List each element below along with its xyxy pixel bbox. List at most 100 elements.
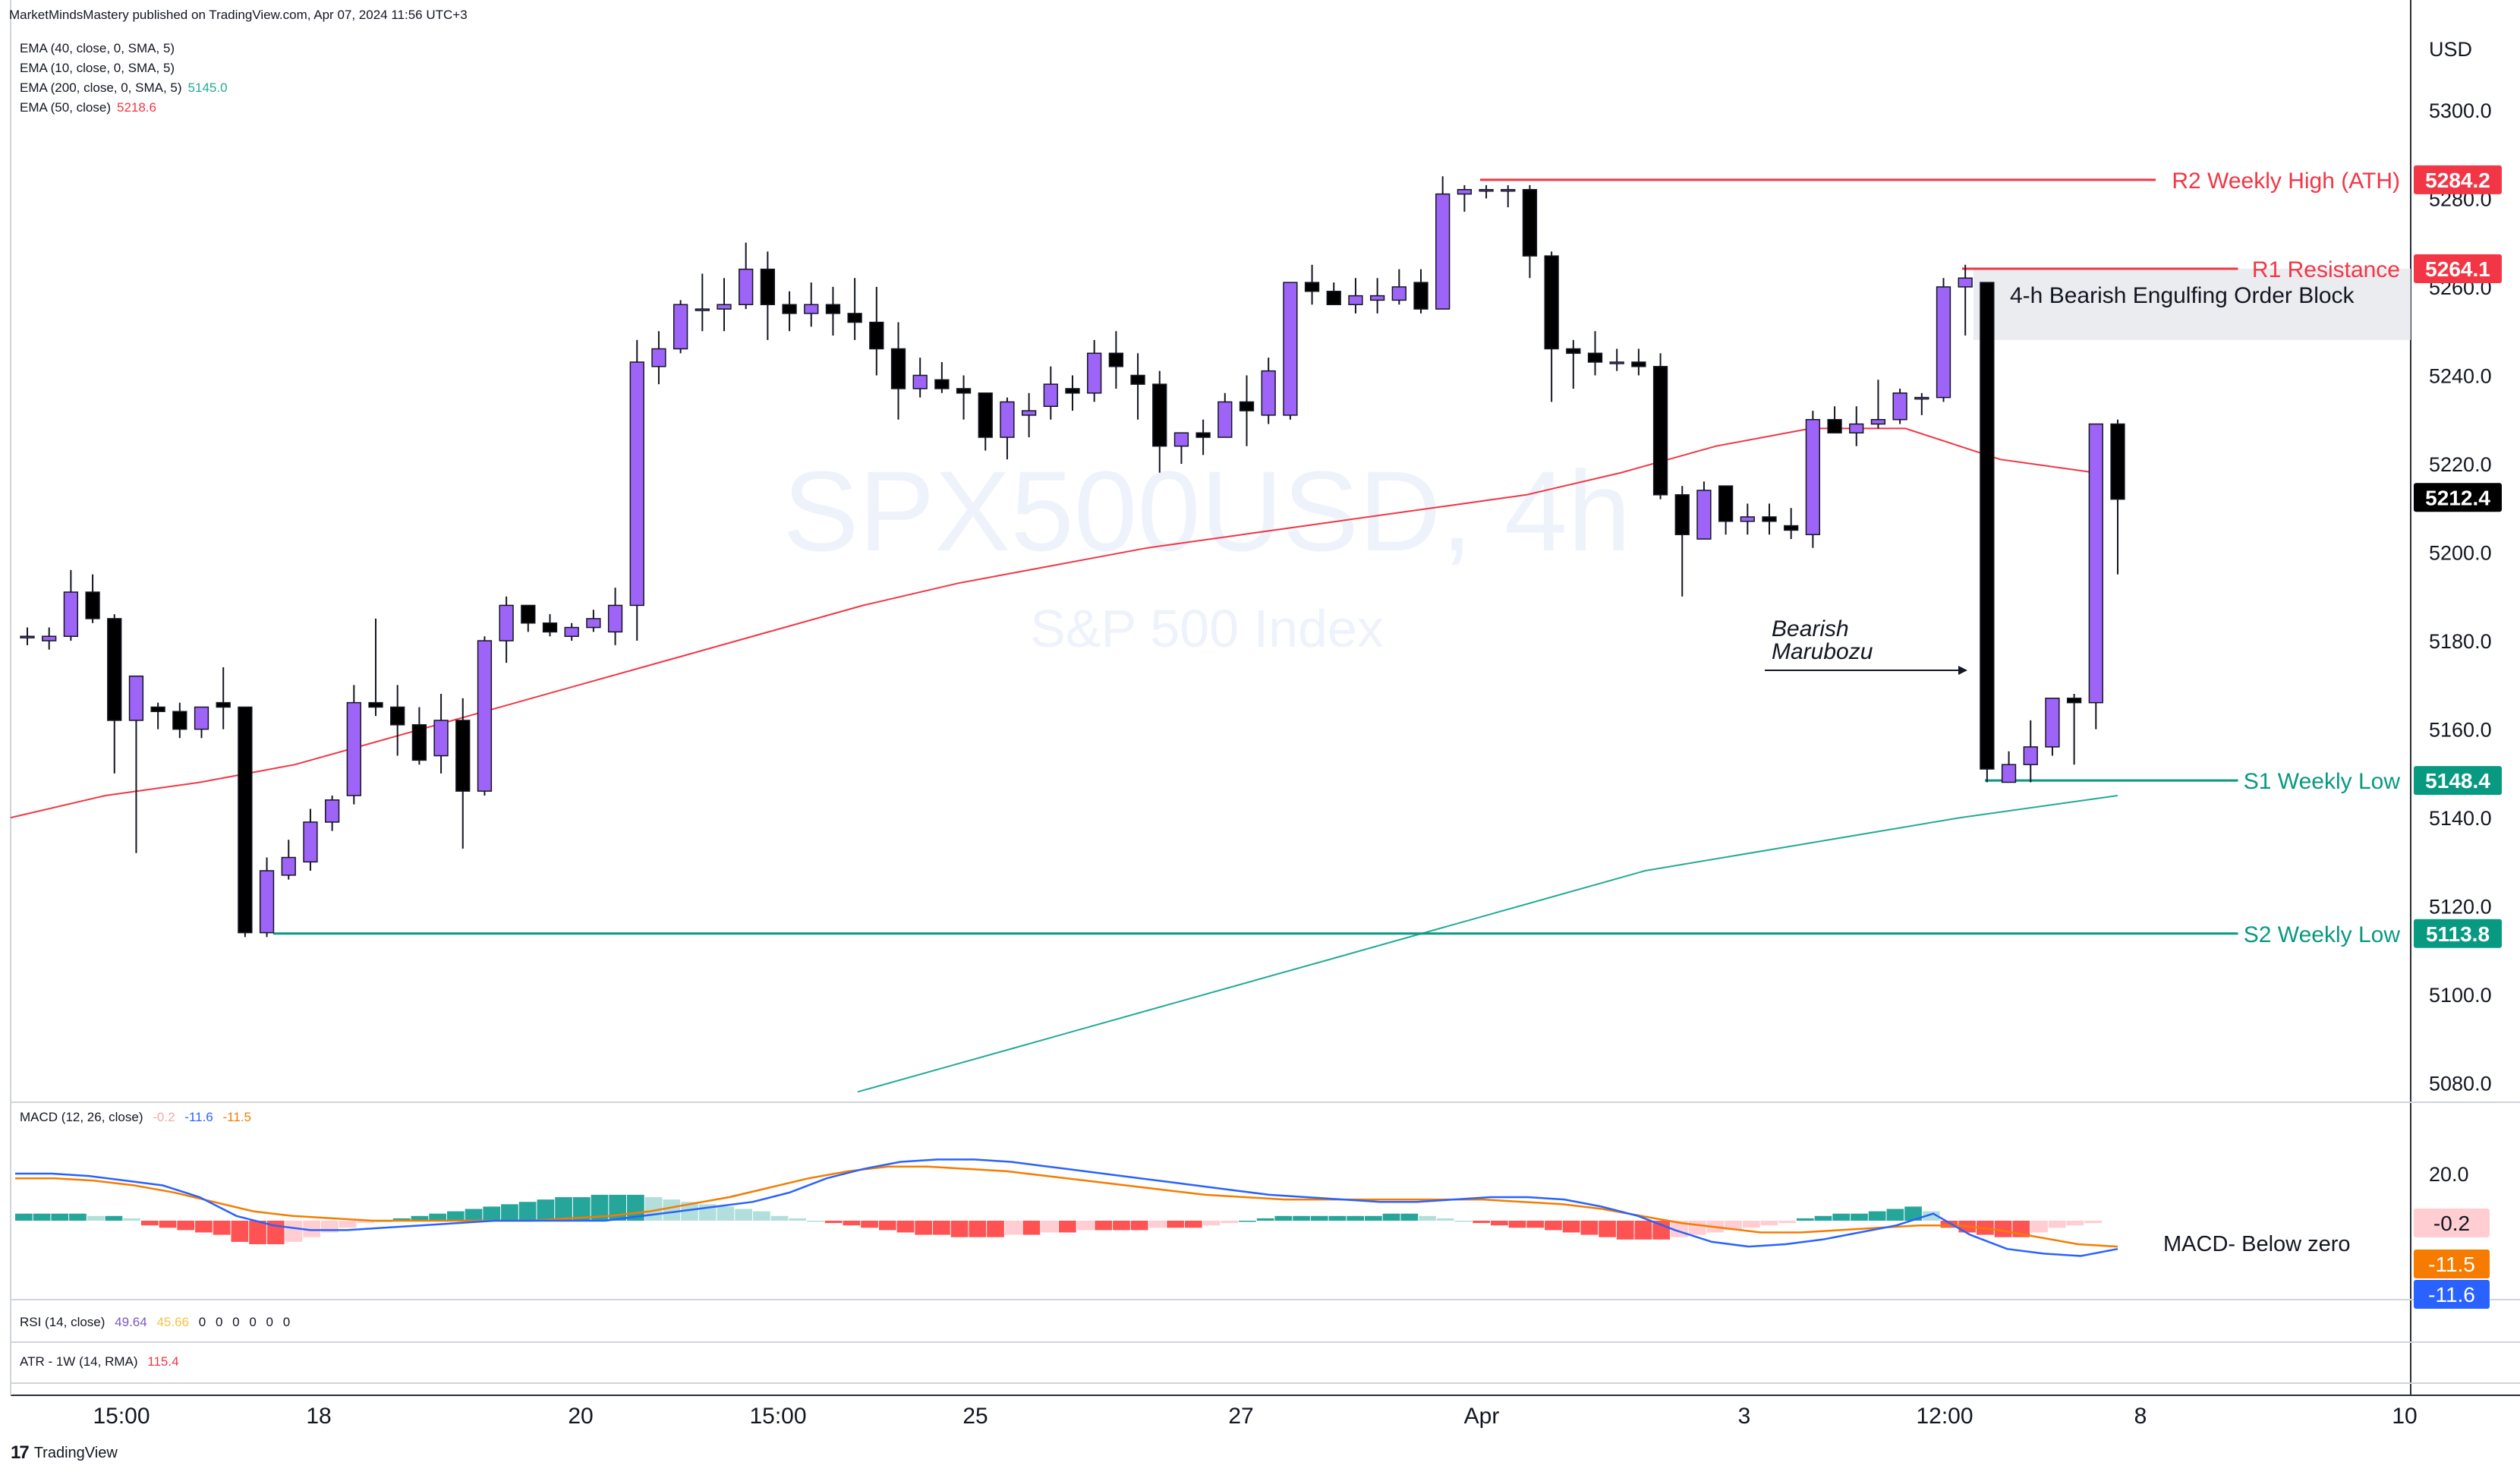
macd-histogram-bar xyxy=(789,1218,807,1221)
macd-histogram-bar xyxy=(213,1221,231,1235)
macd-histogram-bar xyxy=(843,1221,861,1226)
indicator-ema-10[interactable]: EMA (10, close, 0, SMA, 5) xyxy=(20,61,175,76)
indicator-value: 5145.0 xyxy=(187,80,228,95)
candles-group xyxy=(20,176,2125,938)
macd-histogram-bar xyxy=(159,1221,177,1228)
candle-body xyxy=(717,304,732,310)
macd-histogram-bar xyxy=(2084,1221,2102,1224)
candle-body xyxy=(1914,396,1929,400)
macd-histogram-bar xyxy=(537,1199,555,1221)
footer-brand[interactable]: 17 TradingView xyxy=(11,1442,118,1464)
candle-body xyxy=(1544,255,1559,350)
currency-label: USD xyxy=(2429,38,2472,61)
macd-histogram-bar xyxy=(572,1197,591,1221)
candle-body xyxy=(324,799,340,823)
macd-histogram-bar xyxy=(1419,1215,1436,1221)
macd-histogram-bar xyxy=(1148,1221,1167,1228)
macd-histogram-bar xyxy=(285,1221,303,1242)
macd-histogram-bar xyxy=(1616,1221,1634,1240)
indicator-ema-40[interactable]: EMA (40, close, 0, SMA, 5) xyxy=(20,41,175,56)
ema-200-line xyxy=(857,795,2118,1093)
atr-legend[interactable]: ATR - 1W (14, RMA) 115.4 xyxy=(20,1354,179,1369)
rsi-legend[interactable]: RSI (14, close) 49.64 45.66 0 0 0 0 0 0 xyxy=(20,1315,290,1330)
macd-histogram-bar xyxy=(915,1221,933,1235)
price-line-tag-value: 5113.8 xyxy=(2426,922,2490,946)
macd-histogram-bar xyxy=(2066,1221,2084,1226)
macd-histogram-bar xyxy=(51,1213,69,1221)
candle-body xyxy=(1304,282,1320,292)
candle-body xyxy=(150,706,165,713)
candle-body xyxy=(1980,282,1995,770)
candle-body xyxy=(1435,193,1451,310)
macd-value-tag-text: -0.2 xyxy=(2433,1212,2470,1235)
candle-body xyxy=(1108,352,1124,367)
annotation-arrow-head xyxy=(1958,666,1967,675)
candle-body xyxy=(1173,432,1189,447)
candle-body xyxy=(411,724,427,761)
candle-body xyxy=(1413,282,1429,310)
macd-value-tag xyxy=(2414,1209,2490,1237)
macd-histogram-bar xyxy=(1184,1221,1202,1228)
rsi-extra: 0 xyxy=(249,1315,257,1329)
macd-histogram-bar xyxy=(987,1221,1004,1237)
x-tick-label: 12:00 xyxy=(1916,1404,1973,1429)
macd-histogram-bar xyxy=(1365,1215,1382,1221)
y-tick-label: 5160.0 xyxy=(2429,719,2492,742)
macd-histogram-bar xyxy=(1994,1221,2012,1237)
candle-body xyxy=(607,604,623,633)
candle-body xyxy=(1827,418,1842,433)
candle-body xyxy=(1391,286,1406,301)
macd-histogram-bar xyxy=(1202,1221,1221,1226)
candle-body xyxy=(259,870,275,934)
candle-body xyxy=(804,304,819,314)
x-tick-label: 20 xyxy=(568,1404,593,1429)
price-line-label: S1 Weekly Low xyxy=(2244,769,2401,794)
atr-value: 115.4 xyxy=(147,1354,179,1369)
macd-histogram-bar xyxy=(195,1221,213,1233)
macd-histogram-bar xyxy=(933,1221,950,1235)
y-tick-label: 5220.0 xyxy=(2429,453,2492,476)
macd-histogram-bar xyxy=(465,1209,483,1221)
candle-body xyxy=(1892,392,1907,421)
macd-histogram-bar xyxy=(140,1221,159,1226)
macd-histogram-bar xyxy=(555,1197,572,1221)
candle-body xyxy=(1696,490,1712,540)
candle-body xyxy=(2001,764,2017,783)
candle-body xyxy=(1087,352,1102,394)
candle-body xyxy=(1609,361,1624,364)
indicator-label: EMA (10, close, 0, SMA, 5) xyxy=(20,61,175,75)
indicator-ema-200[interactable]: EMA (200, close, 0, SMA, 5) 5145.0 xyxy=(20,80,228,96)
macd-signal-line xyxy=(15,1165,2118,1248)
macd-histogram-bar xyxy=(1310,1215,1328,1221)
macd-histogram-bar xyxy=(1545,1221,1562,1231)
order-block-label: 4-h Bearish Engulfing Order Block xyxy=(2010,283,2355,308)
macd-histogram-bar xyxy=(1760,1221,1778,1226)
indicator-ema-50[interactable]: EMA (50, close) 5218.6 xyxy=(20,100,156,115)
macd-hist-value: -0.2 xyxy=(153,1110,175,1124)
macd-histogram-bar xyxy=(105,1215,123,1221)
macd-histogram-bar xyxy=(969,1221,987,1237)
x-tick-label: Apr xyxy=(1464,1404,1500,1429)
price-line-tag xyxy=(2414,766,2502,796)
candle-body xyxy=(1522,189,1538,257)
macd-histogram-bar xyxy=(1022,1221,1041,1235)
watermark-symbol: SPX500USD, 4h xyxy=(783,447,1630,575)
macd-histogram-bar xyxy=(429,1213,446,1221)
macd-signal-value: -11.5 xyxy=(222,1110,252,1124)
macd-histogram-bar xyxy=(1347,1215,1365,1221)
candle-body xyxy=(1479,189,1494,192)
candle-body xyxy=(1501,189,1516,192)
x-tick-label: 8 xyxy=(2134,1404,2147,1429)
annotation-text: Marubozu xyxy=(1772,639,1873,664)
macd-histogram-bar xyxy=(1599,1221,1616,1237)
macd-histogram-bar xyxy=(878,1221,896,1231)
macd-histogram-bar xyxy=(1688,1221,1706,1235)
candle-body xyxy=(1130,374,1145,385)
macd-legend[interactable]: MACD (12, 26, close) -0.2 -11.6 -11.5 xyxy=(20,1110,251,1125)
macd-histogram-bar xyxy=(1796,1218,1814,1221)
x-tick-label: 3 xyxy=(1738,1404,1751,1429)
x-tick-label: 10 xyxy=(2392,1404,2417,1429)
last-price-tag xyxy=(2414,483,2502,512)
price-line-tag xyxy=(2414,165,2502,194)
